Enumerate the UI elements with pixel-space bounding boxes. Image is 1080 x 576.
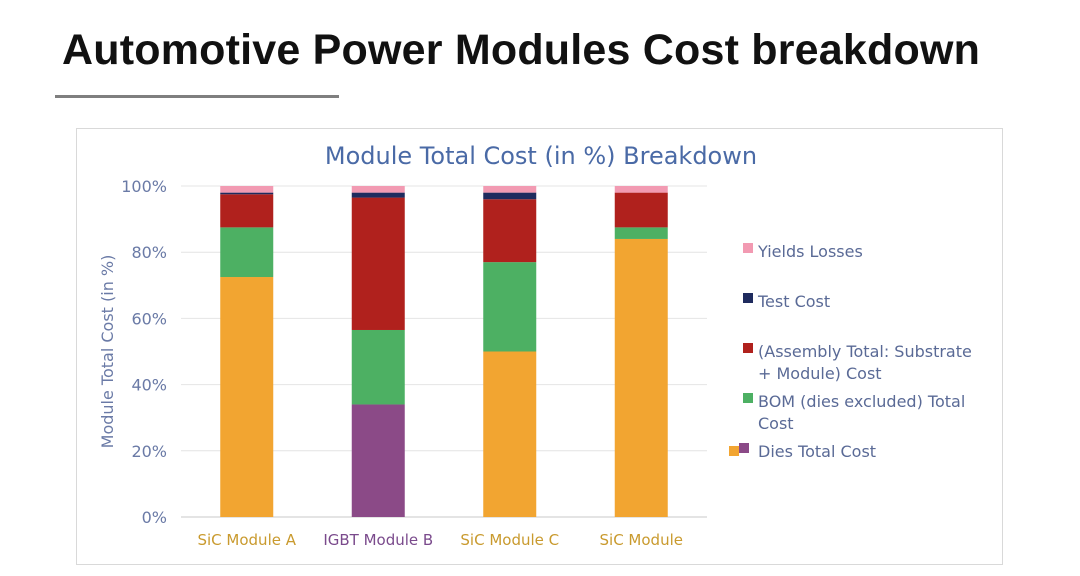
legend-swatch: [743, 243, 753, 253]
bar-segment: [351, 197, 405, 330]
x-tick-label: SiC Module A: [197, 531, 296, 549]
legend-swatch: [729, 446, 739, 456]
chart-title: Module Total Cost (in %) Breakdown: [325, 142, 757, 170]
bar-segment: [483, 192, 537, 200]
legend-label: Yields Losses: [757, 242, 863, 261]
legend-label: (Assembly Total: Substrate: [758, 342, 972, 361]
legend-swatch: [743, 293, 753, 303]
bar-segment: [220, 186, 274, 193]
legend-label: + Module) Cost: [758, 364, 882, 383]
x-tick-label: IGBT Module B: [323, 531, 433, 549]
legend-swatch: [739, 443, 749, 453]
bar-segment: [483, 199, 537, 263]
stacked-bar-chart: Module Total Cost (in %) Breakdown 0% 20% 4…: [98, 142, 972, 549]
title-underline: [55, 95, 339, 98]
y-tick-label: 80%: [131, 243, 167, 262]
legend-label: Cost: [758, 414, 794, 433]
bar-segment: [614, 192, 668, 228]
bar-segment: [614, 227, 668, 239]
bar-segment: [220, 194, 274, 228]
bar-segment: [220, 227, 274, 278]
y-tick-label: 100%: [121, 177, 167, 196]
bar-segment: [351, 329, 405, 405]
x-tick-label: SiC Module C: [460, 531, 559, 549]
y-axis-label: Module Total Cost (in %): [98, 255, 117, 449]
bar-segment: [351, 186, 405, 193]
bar-segment: [351, 192, 405, 198]
bar-segment: [483, 186, 537, 193]
legend-label: BOM (dies excluded) Total: [758, 392, 965, 411]
slide-title: Automotive Power Modules Cost breakdown: [62, 26, 981, 74]
bar-segment: [614, 186, 668, 193]
bar-segment: [483, 262, 537, 352]
bar-segment: [614, 238, 668, 517]
bar-segment: [351, 404, 405, 517]
chart-frame: Module Total Cost (in %) Breakdown 0% 20% 4…: [76, 128, 1003, 565]
y-tick-label: 40%: [131, 376, 167, 395]
legend-label: Test Cost: [757, 292, 830, 311]
legend-swatch: [743, 343, 753, 353]
legend-label: Dies Total Cost: [758, 442, 876, 461]
y-tick-label: 20%: [131, 442, 167, 461]
x-tick-label: SiC Module: [600, 531, 683, 549]
y-tick-label: 0%: [142, 508, 167, 527]
bar-segment: [483, 351, 537, 517]
y-tick-label: 60%: [131, 309, 167, 328]
bar-segment: [220, 277, 274, 517]
bar-segment: [220, 192, 274, 195]
legend-swatch: [743, 393, 753, 403]
